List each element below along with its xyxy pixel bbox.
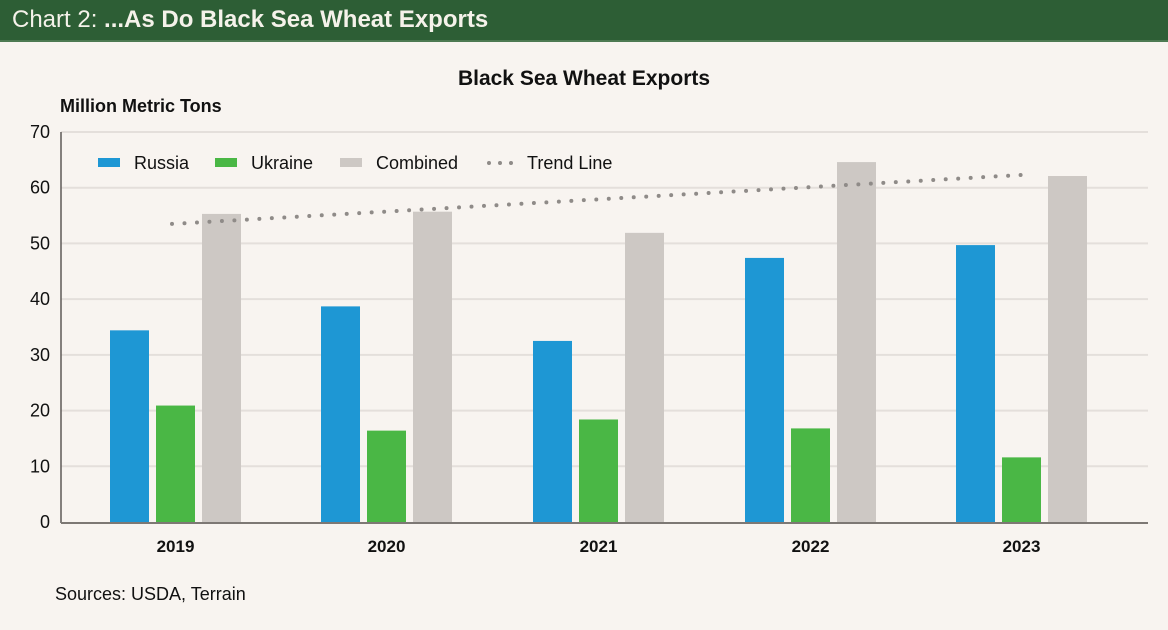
bar-ukraine-2021 (579, 419, 618, 522)
legend-swatch-ukraine (215, 158, 237, 167)
bar-combined-2021 (625, 232, 664, 523)
y-tick-label: 70 (30, 122, 50, 142)
bar-russia-2022 (745, 257, 784, 522)
legend-label-trend-line: Trend Line (527, 153, 612, 173)
legend-label-russia: Russia (134, 153, 190, 173)
bar-russia-2019 (110, 330, 149, 522)
y-tick-label: 60 (30, 178, 50, 198)
chart-number: Chart 2: (12, 6, 98, 33)
bar-combined-2020 (413, 211, 452, 522)
y-axis-unit-label: Million Metric Tons (60, 96, 222, 116)
x-category-label: 2023 (1003, 537, 1041, 556)
x-category-label: 2019 (157, 537, 195, 556)
y-tick-label: 20 (30, 401, 50, 421)
legend-swatch-combined (340, 158, 362, 167)
bar-ukraine-2022 (791, 428, 830, 522)
x-category-label: 2022 (792, 537, 830, 556)
bar-ukraine-2023 (1002, 457, 1041, 522)
y-tick-label: 40 (30, 289, 50, 309)
y-tick-label: 0 (40, 512, 50, 532)
bar-combined-2023 (1048, 176, 1087, 522)
bar-ukraine-2019 (156, 405, 195, 522)
bar-ukraine-2020 (367, 430, 406, 522)
y-tick-label: 30 (30, 345, 50, 365)
x-category-label: 2021 (580, 537, 618, 556)
legend-label-ukraine: Ukraine (251, 153, 313, 173)
bar-russia-2020 (321, 306, 360, 522)
trend-line (170, 172, 1024, 226)
bar-combined-2019 (202, 213, 241, 522)
y-tick-label: 50 (30, 233, 50, 253)
legend-swatch-russia (98, 158, 120, 167)
chart-title: Black Sea Wheat Exports (457, 67, 711, 90)
bar-combined-2022 (837, 162, 876, 523)
bar-russia-2023 (956, 245, 995, 522)
chart-heading: Chart 2: ...As Do Black Sea Wheat Export… (12, 6, 488, 34)
bar-russia-2021 (533, 340, 572, 522)
y-tick-label: 10 (30, 456, 50, 476)
header-bar: Chart 2: ...As Do Black Sea Wheat Export… (0, 0, 1168, 42)
legend-label-combined: Combined (376, 153, 458, 173)
chart-headline: ...As Do Black Sea Wheat Exports (97, 6, 489, 33)
sources-note: Sources: USDA, Terrain (55, 584, 246, 604)
x-category-label: 2020 (368, 537, 406, 556)
